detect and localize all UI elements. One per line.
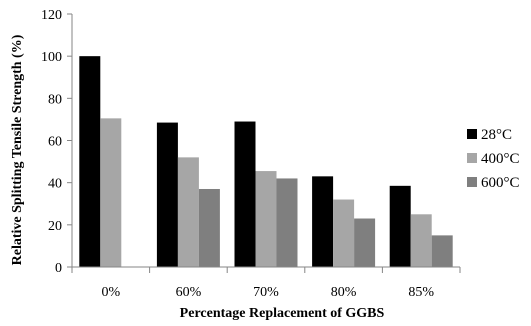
- plot-area: 0 20 40 60 80 100 120 0% 60% 70% 80% 85%: [41, 8, 461, 300]
- bar-600c-60pct: [198, 188, 220, 267]
- y-tick-label: 40: [48, 177, 62, 192]
- x-tick-label: 60%: [176, 285, 202, 300]
- bar-600c-70pct: [276, 178, 298, 267]
- legend-label: 400°C: [481, 151, 520, 167]
- x-axis-title: Percentage Replacement of GGBS: [180, 306, 385, 321]
- bar-600c-80pct: [354, 218, 376, 267]
- bar-28c-85pct: [389, 185, 411, 267]
- legend: 28°C 400°C 600°C: [467, 127, 520, 191]
- x-tick-label: 0%: [101, 285, 120, 300]
- bar-28c-70pct: [234, 121, 256, 268]
- bar-28c-80pct: [312, 176, 334, 267]
- y-tick-label: 120: [41, 8, 62, 23]
- bar-600c-85pct: [431, 235, 453, 267]
- legend-swatch: [467, 129, 477, 139]
- x-tick-label: 85%: [408, 285, 434, 300]
- bar-28c-60pct: [156, 122, 178, 268]
- legend-label: 600°C: [481, 175, 520, 191]
- x-tick-label: 80%: [331, 285, 357, 300]
- y-tick-label: 60: [48, 135, 62, 150]
- y-tick-label: 100: [41, 50, 62, 65]
- bar-400c-70pct: [255, 171, 277, 267]
- bar-400c-0pct: [100, 118, 122, 267]
- x-tick-label: 70%: [253, 285, 279, 300]
- bar-400c-85pct: [410, 214, 432, 267]
- y-axis-title: Relative Splitting Tensile Strength (%): [10, 34, 25, 265]
- bar-28c-0pct: [79, 56, 101, 267]
- legend-swatch: [467, 153, 477, 163]
- y-tick-label: 20: [48, 219, 62, 234]
- y-tick-label: 80: [48, 92, 62, 107]
- legend-label: 28°C: [481, 127, 512, 143]
- bar-400c-60pct: [177, 157, 199, 267]
- y-tick-label: 0: [55, 261, 62, 276]
- bar-400c-80pct: [333, 199, 355, 267]
- legend-swatch: [467, 177, 477, 187]
